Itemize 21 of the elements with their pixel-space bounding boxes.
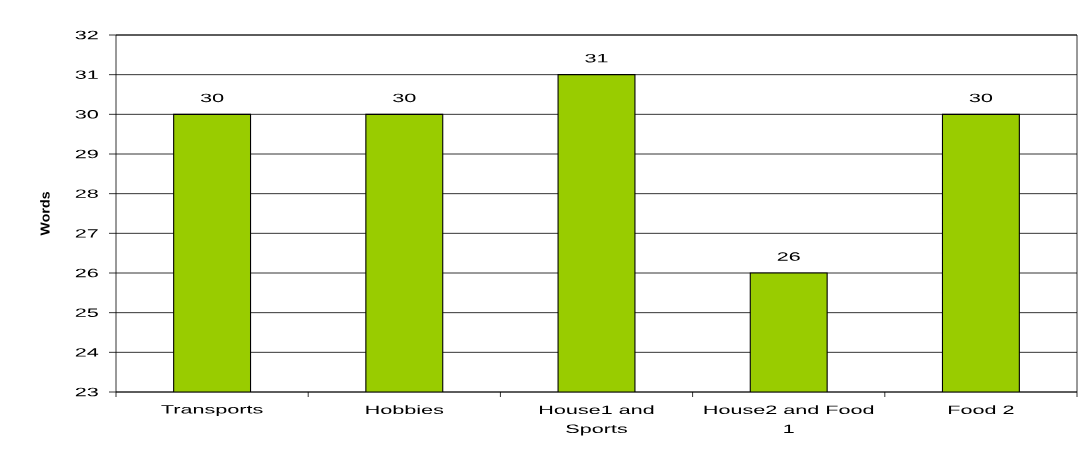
y-tick-label: 29 [75, 149, 98, 159]
y-tick-label: 25 [75, 308, 98, 317]
y-tick-label: 26 [75, 268, 98, 278]
data-label: 26 [777, 252, 800, 261]
data-label: 30 [969, 93, 993, 103]
y-tick-label: 31 [75, 70, 98, 79]
y-tick-label: 23 [75, 387, 98, 397]
data-label: 30 [393, 93, 416, 103]
x-tick-label: Hobbies [366, 405, 444, 415]
x-tick-label: House1 and Sports [540, 405, 654, 436]
y-tick-label: 30 [75, 110, 98, 119]
y-tick-label: 28 [75, 189, 98, 198]
x-tick-label: House2 and Food 1 [704, 405, 874, 433]
x-tick-label: Food 2 [949, 405, 1014, 415]
data-label: 30 [200, 93, 224, 103]
y-tick-label: 32 [75, 30, 98, 40]
x-tick-label: Transports [161, 405, 263, 416]
y-axis-title: Words [40, 191, 50, 236]
y-tick-label: 27 [75, 229, 98, 238]
y-tick-label: 24 [75, 348, 99, 357]
data-label: 31 [585, 53, 608, 63]
